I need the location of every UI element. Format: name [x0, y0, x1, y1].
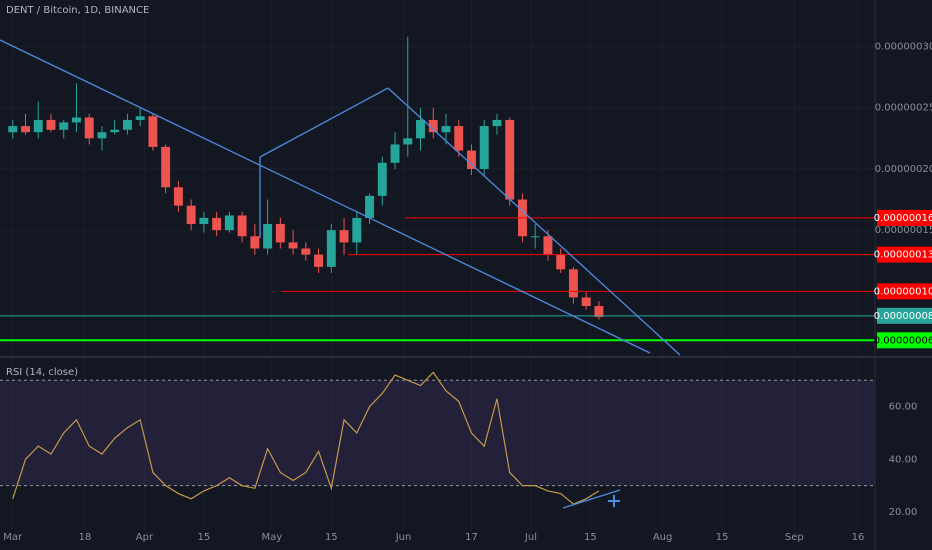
grid — [0, 0, 875, 530]
x-tick-label: Aug — [653, 532, 673, 543]
candle-body — [224, 215, 234, 231]
y-tick-label: 40.00 — [889, 454, 918, 465]
candle-body — [492, 119, 502, 127]
x-tick-label: Apr — [136, 532, 154, 543]
band-fill — [0, 380, 875, 486]
rsi-title: RSI (14, close) — [6, 367, 78, 378]
candle-body — [122, 119, 132, 130]
candle-body — [505, 119, 515, 200]
level-label-bg — [877, 283, 932, 300]
candle-body — [161, 146, 171, 188]
y-tick-label: 0.00000030 — [875, 42, 932, 53]
candle-body — [314, 254, 324, 267]
candle-body — [21, 126, 30, 133]
candle-body — [148, 116, 158, 147]
candle-body — [199, 217, 209, 225]
candle-body — [581, 297, 591, 307]
candle-body — [403, 138, 413, 145]
candle-body — [288, 242, 298, 249]
candle-body — [454, 126, 464, 151]
trend-line — [259, 87, 389, 158]
candle-body — [33, 119, 43, 133]
candle-body — [594, 306, 604, 318]
level-label-bg — [877, 307, 932, 324]
level-label-bg — [877, 246, 932, 263]
candle-body — [97, 132, 107, 139]
rsi-trend-line — [562, 489, 621, 509]
candle-body — [467, 150, 476, 169]
candle-body — [46, 119, 56, 130]
candle-body — [84, 117, 94, 139]
candle-body — [263, 224, 273, 249]
candle-body — [352, 217, 362, 243]
level-label: 0.00000013 — [874, 250, 932, 261]
y-tick-label: 0.00000020 — [875, 164, 932, 175]
chart-title: DENT / Bitcoin, 1D, BINANCE — [6, 5, 149, 16]
x-tick-label: May — [262, 532, 283, 543]
trend-line — [387, 87, 681, 356]
drawings — [0, 39, 681, 509]
level-label: 0.00000016 — [874, 213, 932, 224]
candle-body — [212, 217, 222, 231]
level-label: 0.00000010 — [874, 286, 932, 297]
candle-body — [556, 254, 566, 270]
candle-body — [441, 126, 451, 133]
cursor-cross — [608, 495, 620, 507]
trend-line — [0, 39, 651, 354]
level-label-bg — [877, 332, 932, 349]
marks — [0, 36, 875, 505]
candle-body — [250, 236, 260, 249]
candle-body — [543, 236, 553, 255]
x-tick-label: Mar — [3, 532, 23, 543]
y-tick-label: 0.00000015 — [875, 225, 932, 236]
x-tick-label: Jun — [395, 532, 412, 543]
candle-body — [110, 129, 120, 133]
candle-body — [479, 126, 489, 169]
candle-body — [428, 119, 438, 133]
x-tick-label: 18 — [79, 532, 92, 543]
x-tick-label: 15 — [716, 532, 729, 543]
candle-body — [275, 224, 285, 243]
candle-body — [326, 230, 336, 267]
x-tick-label: 16 — [852, 532, 865, 543]
candle-body — [8, 126, 18, 133]
level-label: 0.00000006 — [874, 335, 932, 346]
candle-body — [390, 144, 400, 163]
candle-body — [416, 119, 425, 139]
x-tick-label: Sep — [785, 532, 804, 543]
rsi-line — [12, 371, 600, 505]
level-label-bg — [877, 209, 932, 226]
candle-body — [377, 162, 387, 196]
level-label: 0.00000008 — [874, 311, 932, 322]
x-tick-label: 17 — [465, 532, 478, 543]
candle-body — [71, 117, 81, 123]
x-tick-label: Jul — [524, 532, 537, 543]
candle-body — [186, 205, 196, 225]
x-tick-label: 15 — [198, 532, 211, 543]
rsi-band — [0, 379, 875, 487]
x-tick-label: 15 — [325, 532, 338, 543]
candle-body — [59, 122, 69, 130]
candle-body — [568, 269, 578, 298]
candle-body — [365, 195, 374, 218]
candle-body — [135, 116, 145, 120]
candle-body — [339, 230, 349, 243]
candle-body — [530, 236, 540, 238]
axis-labels: Mar 18 Apr 15 May 15 Jun 17 Jul 15 Aug 15 Sep 16 0.000… — [3, 42, 932, 543]
candle-body — [301, 248, 311, 255]
candle-body — [237, 215, 247, 237]
candle-body — [173, 187, 183, 206]
x-tick-label: 15 — [584, 532, 597, 543]
y-tick-label: 20.00 — [889, 507, 918, 518]
y-tick-label: 60.00 — [889, 402, 918, 413]
y-tick-label: 0.00000025 — [875, 103, 932, 114]
